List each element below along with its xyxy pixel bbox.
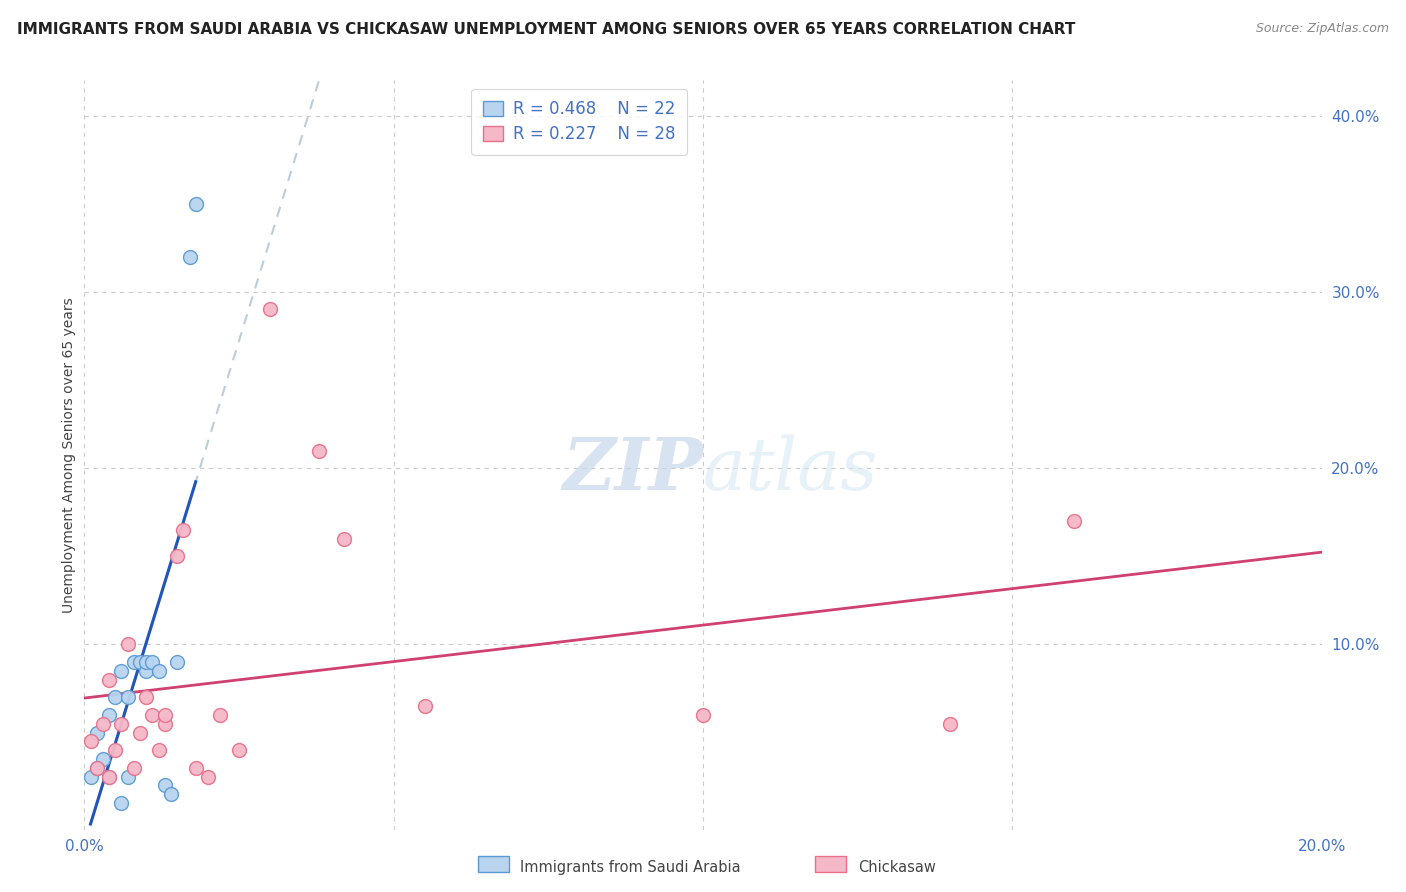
Point — [333, 532, 356, 546]
Point — [129, 655, 152, 669]
Point — [110, 796, 132, 810]
Legend: R = 0.468    N = 22, R = 0.227    N = 28: R = 0.468 N = 22, R = 0.227 N = 28 — [471, 88, 688, 154]
Point — [259, 302, 281, 317]
Point — [135, 655, 157, 669]
Point — [98, 770, 121, 784]
Point — [172, 523, 194, 537]
Point — [308, 443, 330, 458]
Point — [184, 761, 207, 775]
Point — [692, 708, 714, 723]
Text: Source: ZipAtlas.com: Source: ZipAtlas.com — [1256, 22, 1389, 36]
Point — [939, 716, 962, 731]
Point — [153, 708, 176, 723]
Text: ZIP: ZIP — [562, 434, 703, 506]
Text: IMMIGRANTS FROM SAUDI ARABIA VS CHICKASAW UNEMPLOYMENT AMONG SENIORS OVER 65 YEA: IMMIGRANTS FROM SAUDI ARABIA VS CHICKASA… — [17, 22, 1076, 37]
Point — [117, 770, 139, 784]
Point — [122, 761, 145, 775]
Text: Chickasaw: Chickasaw — [858, 860, 935, 874]
Point — [135, 690, 157, 705]
Point — [91, 752, 114, 766]
Point — [98, 673, 121, 687]
Point — [209, 708, 232, 723]
Point — [129, 725, 152, 739]
Point — [122, 655, 145, 669]
Point — [179, 250, 201, 264]
Point — [148, 743, 170, 757]
Point — [166, 549, 188, 564]
Point — [86, 761, 108, 775]
Point — [153, 716, 176, 731]
Text: atlas: atlas — [703, 434, 879, 505]
Point — [135, 664, 157, 678]
Point — [117, 637, 139, 651]
Point — [413, 699, 436, 714]
Point — [91, 716, 114, 731]
Point — [79, 734, 101, 748]
Point — [1063, 514, 1085, 528]
Point — [166, 655, 188, 669]
Point — [104, 743, 127, 757]
Point — [141, 655, 163, 669]
Point — [110, 664, 132, 678]
Point — [197, 770, 219, 784]
Point — [86, 761, 108, 775]
Point — [228, 743, 250, 757]
Point — [104, 690, 127, 705]
Y-axis label: Unemployment Among Seniors over 65 years: Unemployment Among Seniors over 65 years — [62, 297, 76, 613]
Point — [98, 770, 121, 784]
Point — [141, 708, 163, 723]
Point — [148, 664, 170, 678]
Point — [160, 787, 183, 801]
Point — [79, 770, 101, 784]
Point — [117, 690, 139, 705]
Point — [110, 716, 132, 731]
Point — [86, 725, 108, 739]
Text: Immigrants from Saudi Arabia: Immigrants from Saudi Arabia — [520, 860, 741, 874]
Point — [98, 708, 121, 723]
Point — [184, 196, 207, 211]
Point — [153, 779, 176, 793]
